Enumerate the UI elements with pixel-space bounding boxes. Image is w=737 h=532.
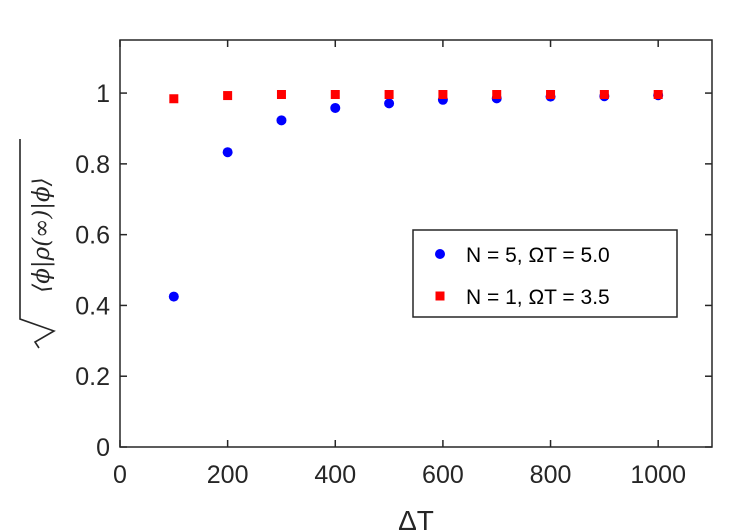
y-tick-label: 0.8 bbox=[75, 151, 110, 179]
legend-box bbox=[412, 229, 678, 318]
legend-label-series-1: N = 5, ΩT = 5.0 bbox=[466, 244, 610, 267]
y-tick-label: 1 bbox=[96, 80, 110, 108]
y-tick-label: 0.4 bbox=[75, 292, 110, 320]
x-tick-label: 1000 bbox=[630, 461, 686, 489]
data-point-series-2 bbox=[223, 91, 233, 101]
legend-marker-series-1 bbox=[435, 249, 445, 259]
data-point-series-2 bbox=[384, 90, 394, 100]
plot-frame bbox=[119, 39, 713, 448]
y-axis-label-radical bbox=[19, 139, 56, 349]
y-axis-label: ⟨ϕ|ρ(∞)|ϕ⟩ bbox=[19, 139, 56, 349]
data-point-series-1 bbox=[168, 291, 179, 302]
data-point-series-2 bbox=[599, 90, 609, 100]
data-point-series-2 bbox=[653, 90, 663, 100]
x-axis-label: ΔT bbox=[398, 505, 434, 532]
data-point-series-2 bbox=[546, 90, 556, 100]
x-tick-label: 800 bbox=[530, 461, 572, 489]
x-tick-label: 0 bbox=[113, 461, 127, 489]
y-tick-group: 0 0.2 0.4 0.6 0.8 1 bbox=[75, 80, 712, 462]
legend: N = 5, ΩT = 5.0 N = 1, ΩT = 3.5 bbox=[412, 229, 678, 318]
x-tick-label: 600 bbox=[422, 461, 464, 489]
legend-label-series-2: N = 1, ΩT = 3.5 bbox=[466, 286, 610, 309]
legend-marker-series-2 bbox=[435, 291, 445, 301]
y-axis-label-text: ⟨ϕ|ρ(∞)|ϕ⟩ bbox=[29, 177, 55, 292]
data-point-series-2 bbox=[169, 94, 179, 104]
data-points bbox=[168, 90, 664, 302]
data-point-series-1 bbox=[276, 115, 287, 126]
x-tick-label: 200 bbox=[207, 461, 249, 489]
data-point-series-1 bbox=[330, 102, 341, 113]
x-tick-group: 0 200 400 600 800 1000 bbox=[113, 40, 686, 489]
data-point-series-1 bbox=[222, 147, 233, 158]
data-point-series-1 bbox=[384, 98, 395, 109]
y-tick-label: 0.2 bbox=[75, 363, 110, 391]
x-tick-label: 400 bbox=[314, 461, 356, 489]
y-tick-label: 0 bbox=[96, 434, 110, 462]
data-point-series-2 bbox=[438, 90, 448, 100]
data-point-series-2 bbox=[276, 90, 286, 100]
data-point-series-2 bbox=[492, 90, 502, 100]
y-tick-label: 0.6 bbox=[75, 222, 110, 250]
data-point-series-2 bbox=[330, 90, 340, 100]
